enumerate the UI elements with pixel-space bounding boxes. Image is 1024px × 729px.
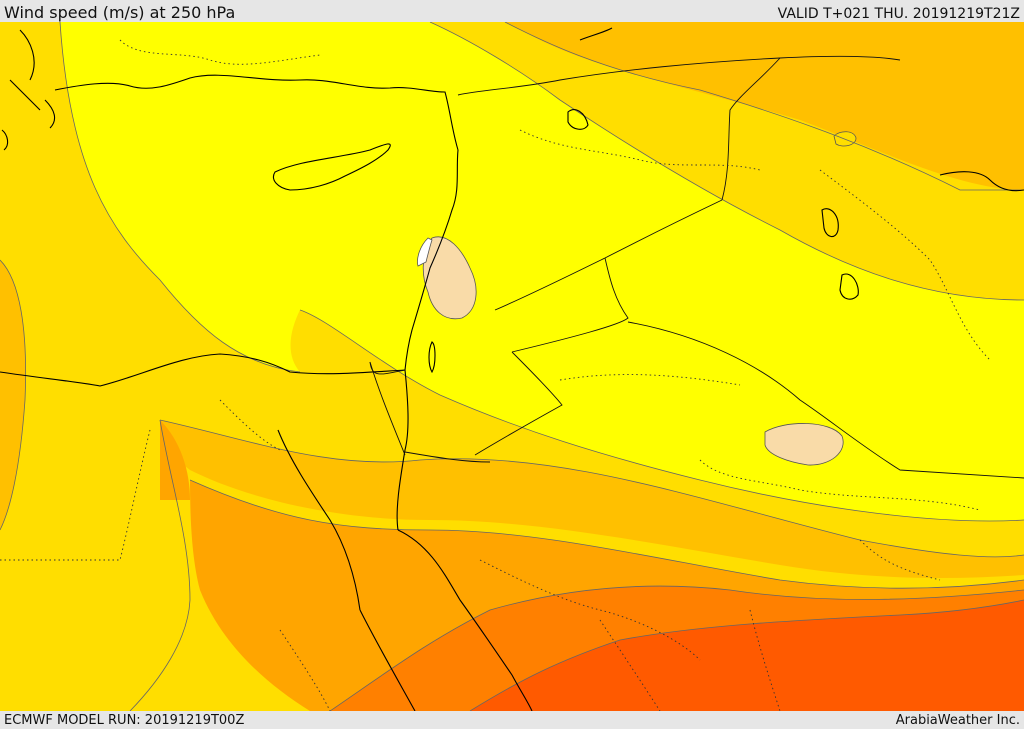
map-footer: ECMWF MODEL RUN: 20191219T00Z ArabiaWeat… (0, 711, 1024, 729)
valid-time: VALID T+021 THU. 20191219T21Z (777, 6, 1020, 22)
wind-band-amber-west (0, 260, 26, 530)
low-speed-patch-desert (764, 423, 844, 466)
speed-contours (0, 22, 1024, 711)
political-borders (369, 55, 1024, 479)
wind-band-amber-south (160, 420, 1024, 578)
map-header: Wind speed (m/s) at 250 hPa VALID T+021 … (0, 0, 1024, 22)
calm-patch-coast (417, 237, 433, 267)
credit-label: ArabiaWeather Inc. (895, 713, 1020, 728)
low-speed-patch-levant (422, 236, 477, 320)
wind-band-orange-west (160, 420, 190, 500)
model-run-label: ECMWF MODEL RUN: 20191219T00Z (4, 713, 245, 728)
wind-band-amber-north (505, 22, 1024, 190)
wind-speed-map-svg (0, 22, 1024, 711)
coastlines (0, 27, 1024, 711)
map-title: Wind speed (m/s) at 250 hPa (4, 3, 236, 22)
weather-map (0, 22, 1024, 711)
wind-band-red (470, 600, 1024, 711)
admin-boundaries (0, 39, 991, 711)
wind-band-yellow (60, 22, 1024, 521)
